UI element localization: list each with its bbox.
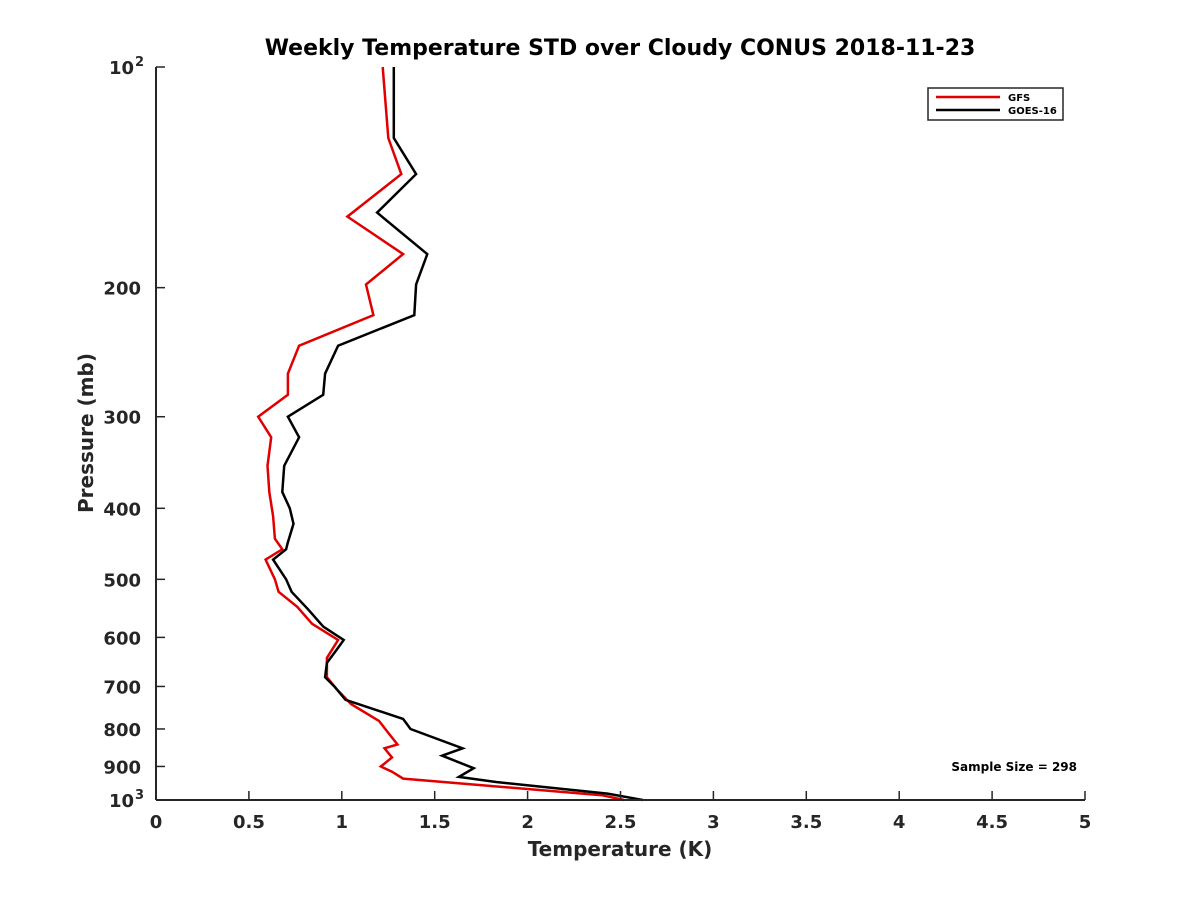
y-tick-exponent: 3	[135, 788, 144, 803]
x-axis-ticks: 0 0.5 1 1.5 2 2.5 3 3.5 4 4.5 5	[150, 791, 1092, 833]
x-tick-label: 2	[521, 812, 534, 833]
series-layer	[256, 66, 644, 802]
x-tick-label: 3	[707, 812, 720, 833]
x-tick-label: 5	[1079, 812, 1092, 833]
x-tick-label: 1	[336, 812, 349, 833]
y-tick-label: 10	[109, 58, 134, 79]
y-tick-label: 400	[103, 499, 141, 520]
legend-label-gfs: GFS	[1008, 93, 1030, 104]
y-tick-label: 200	[103, 279, 141, 300]
legend: GFS GOES-16	[927, 87, 1064, 121]
y-tick-label: 800	[103, 720, 141, 741]
y-tick-label: 700	[103, 677, 141, 698]
legend-label-goes16: GOES-16	[1008, 106, 1057, 117]
y-axis-label: Pressure (mb)	[74, 353, 98, 513]
x-tick-label: 3.5	[790, 812, 822, 833]
sample-size-annotation: Sample Size = 298	[951, 760, 1077, 774]
y-tick-label: 600	[103, 628, 141, 649]
series-line-gfs	[256, 66, 625, 802]
series-line-goes16	[271, 67, 644, 802]
y-tick-label: 500	[103, 570, 141, 591]
x-tick-label: 4	[893, 812, 906, 833]
x-tick-label: 1.5	[419, 812, 451, 833]
y-tick-label: 10	[109, 791, 134, 812]
y-tick-label: 900	[103, 757, 141, 778]
x-axis-label: Temperature (K)	[528, 837, 713, 861]
chart-title: Weekly Temperature STD over Cloudy CONUS…	[265, 36, 976, 61]
x-tick-label: 4.5	[976, 812, 1008, 833]
y-tick-label: 300	[103, 408, 141, 429]
y-tick-exponent: 2	[135, 55, 144, 70]
x-tick-label: 0.5	[233, 812, 265, 833]
legend-box	[927, 87, 1064, 121]
x-tick-label: 2.5	[605, 812, 637, 833]
x-tick-label: 0	[150, 812, 163, 833]
